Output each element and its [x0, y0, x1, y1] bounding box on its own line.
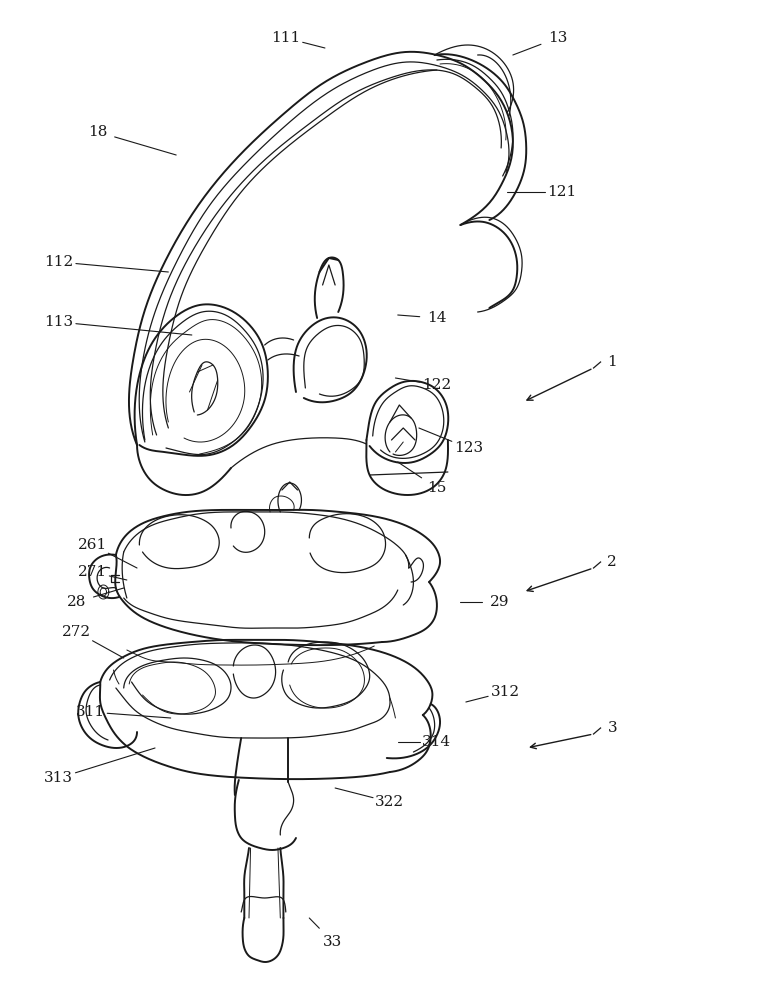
Text: 3: 3	[608, 721, 617, 735]
Text: 111: 111	[271, 31, 301, 45]
Text: 28: 28	[67, 595, 86, 609]
Text: 313: 313	[44, 771, 74, 785]
Text: 311: 311	[75, 705, 105, 719]
Text: 271: 271	[78, 565, 107, 579]
Text: 33: 33	[323, 935, 342, 949]
Text: 272: 272	[62, 625, 92, 639]
Text: 121: 121	[547, 185, 577, 199]
Text: 113: 113	[44, 315, 74, 329]
Text: 314: 314	[422, 735, 452, 749]
Text: 14: 14	[428, 311, 446, 325]
Text: 15: 15	[428, 481, 446, 495]
Text: 13: 13	[548, 31, 567, 45]
Text: 29: 29	[490, 595, 509, 609]
Text: 1: 1	[608, 355, 617, 369]
Text: 122: 122	[422, 378, 452, 392]
Text: 123: 123	[453, 441, 483, 455]
Text: 2: 2	[608, 555, 617, 569]
Text: 261: 261	[78, 538, 107, 552]
Text: 312: 312	[490, 685, 520, 699]
Text: 322: 322	[375, 795, 405, 809]
Text: 112: 112	[44, 255, 74, 269]
Text: 18: 18	[88, 125, 107, 139]
